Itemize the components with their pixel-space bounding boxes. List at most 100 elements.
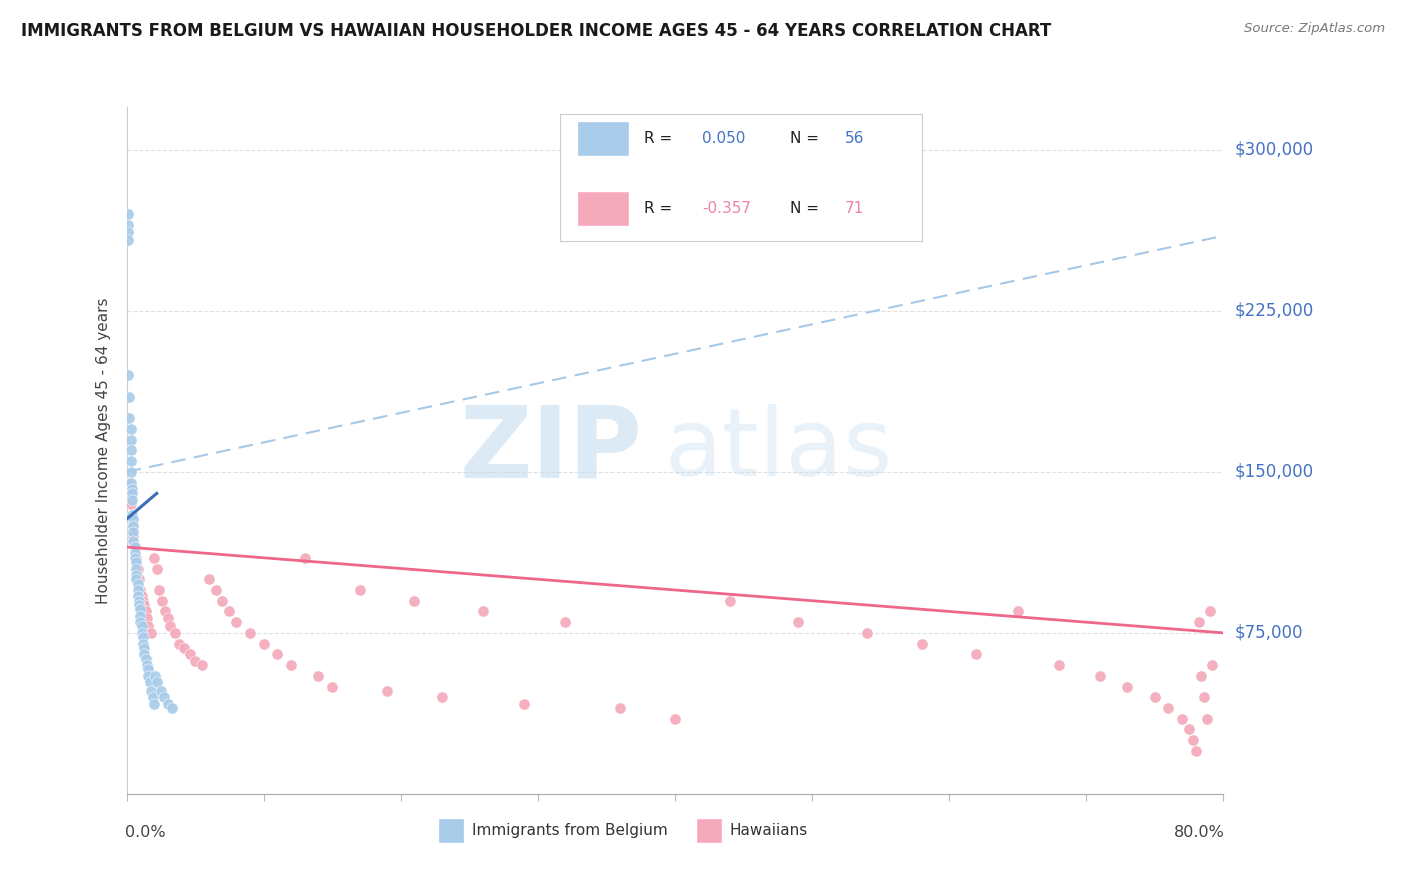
Text: Hawaiians: Hawaiians [730, 823, 808, 838]
FancyBboxPatch shape [697, 819, 721, 842]
Point [138, 669, 160, 683]
Point [1171, 712, 1194, 726]
Point [1192, 690, 1215, 705]
Point [129, 582, 152, 597]
Point [1088, 669, 1111, 683]
Point [125, 568, 148, 582]
Point [513, 697, 536, 711]
Point [294, 550, 316, 565]
Point [1047, 658, 1070, 673]
Text: $225,000: $225,000 [1234, 302, 1313, 320]
Point [127, 590, 149, 604]
Point [718, 593, 741, 607]
Point [1185, 744, 1208, 758]
Point [128, 598, 150, 612]
Point [218, 604, 240, 618]
FancyBboxPatch shape [439, 819, 463, 842]
Point [280, 658, 302, 673]
Point [163, 626, 186, 640]
Point [117, 368, 139, 383]
Point [129, 602, 152, 616]
Point [609, 701, 631, 715]
Point [197, 572, 219, 586]
Point [134, 640, 156, 655]
Point [253, 637, 276, 651]
Point [124, 540, 146, 554]
Point [375, 683, 398, 698]
Point [122, 512, 145, 526]
Point [117, 207, 139, 221]
Point [239, 626, 262, 640]
Point [664, 712, 686, 726]
Point [128, 572, 150, 586]
Point [153, 604, 176, 618]
FancyBboxPatch shape [578, 192, 627, 225]
Point [1157, 701, 1180, 715]
Point [124, 550, 146, 565]
Point [1201, 658, 1223, 673]
Point [149, 683, 172, 698]
Point [225, 615, 247, 630]
Point [120, 454, 142, 468]
Point [118, 475, 141, 490]
Point [117, 233, 139, 247]
Text: N =: N = [790, 131, 824, 146]
Point [125, 561, 148, 575]
Point [1178, 723, 1201, 737]
Point [966, 648, 988, 662]
Point [121, 518, 143, 533]
Text: 71: 71 [845, 202, 865, 216]
Point [148, 582, 170, 597]
Point [404, 593, 426, 607]
Point [131, 626, 153, 640]
Point [1007, 604, 1029, 618]
Point [121, 482, 143, 496]
Text: R =: R = [644, 202, 678, 216]
Point [143, 697, 166, 711]
Point [125, 555, 148, 569]
Point [1198, 604, 1220, 618]
Point [141, 626, 163, 640]
Text: 0.050: 0.050 [703, 131, 745, 146]
Point [129, 615, 152, 630]
Point [127, 561, 149, 575]
Point [1189, 669, 1212, 683]
Point [1182, 733, 1205, 747]
Point [321, 680, 343, 694]
Text: $150,000: $150,000 [1234, 463, 1313, 481]
Point [787, 615, 810, 630]
Point [122, 529, 145, 543]
Point [855, 626, 877, 640]
Text: N =: N = [790, 202, 824, 216]
Point [141, 683, 163, 698]
FancyBboxPatch shape [578, 122, 627, 155]
Point [124, 546, 146, 561]
Text: Source: ZipAtlas.com: Source: ZipAtlas.com [1244, 22, 1385, 36]
Text: $300,000: $300,000 [1234, 141, 1313, 159]
Point [136, 611, 159, 625]
Point [152, 690, 174, 705]
Point [184, 654, 207, 668]
Point [135, 651, 157, 665]
Point [1195, 712, 1218, 726]
Text: -0.357: -0.357 [703, 202, 751, 216]
Point [156, 611, 179, 625]
Point [167, 637, 190, 651]
Point [121, 508, 143, 522]
Point [139, 675, 162, 690]
Point [191, 658, 214, 673]
Point [266, 648, 288, 662]
Text: 0.0%: 0.0% [125, 825, 166, 839]
Point [132, 593, 155, 607]
Point [131, 590, 153, 604]
Point [554, 615, 576, 630]
Point [122, 518, 145, 533]
Point [150, 593, 173, 607]
Y-axis label: Householder Income Ages 45 - 64 years: Householder Income Ages 45 - 64 years [96, 297, 111, 604]
Point [120, 465, 142, 479]
Point [134, 598, 156, 612]
Point [122, 533, 145, 548]
Point [120, 422, 142, 436]
Point [143, 669, 166, 683]
Point [156, 697, 179, 711]
